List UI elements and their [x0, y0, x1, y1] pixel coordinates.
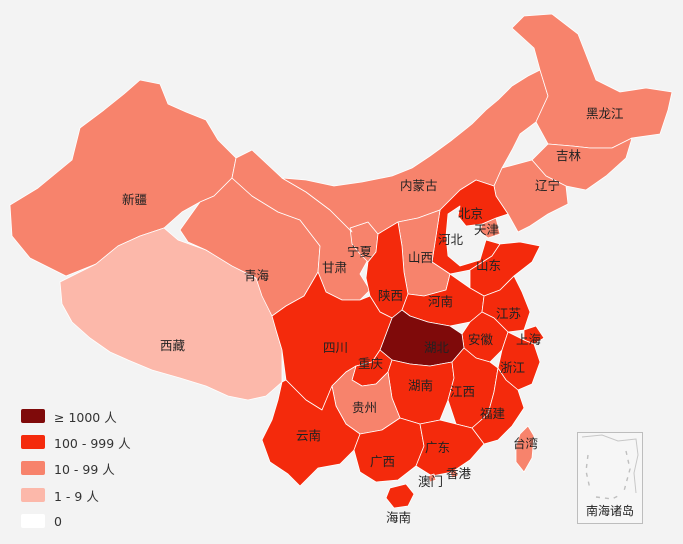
province-label-ningxia: 宁夏: [347, 244, 373, 259]
legend-swatch: [21, 409, 45, 423]
province-label-anhui: 安徽: [468, 332, 494, 347]
province-label-yunnan: 云南: [296, 428, 321, 443]
province-label-xizang: 西藏: [160, 338, 186, 353]
province-label-jiangxi: 江西: [450, 384, 475, 399]
province-guangdong[interactable]: [415, 419, 485, 477]
province-shanghai[interactable]: [523, 325, 545, 345]
province-label-gansu: 甘肃: [322, 260, 347, 275]
legend-label: 1 - 9 人: [54, 488, 99, 504]
legend-item[interactable]: 1 - 9 人: [21, 487, 99, 504]
province-label-hebei: 河北: [438, 232, 464, 247]
province-label-xianggang: 香港: [446, 466, 472, 481]
province-neimenggu[interactable]: [281, 69, 549, 235]
nine-dash-line: [585, 450, 631, 500]
province-label-beijing: 北京: [458, 206, 483, 221]
province-label-hubei: 湖北: [424, 340, 450, 355]
legend-swatch: [21, 435, 45, 449]
legend-label: 10 - 99 人: [54, 461, 115, 477]
province-label-chongqing: 重庆: [358, 356, 384, 371]
province-label-hainan: 海南: [386, 510, 411, 525]
legend-swatch: [21, 514, 45, 528]
province-label-taiwan: 台湾: [513, 436, 538, 451]
legend-item[interactable]: ≥ 1000 人: [21, 408, 117, 425]
legend-swatch: [21, 488, 45, 502]
legend-item[interactable]: 0: [21, 513, 62, 529]
province-label-fujian: 福建: [480, 406, 506, 421]
legend-label: ≥ 1000 人: [54, 409, 117, 425]
legend-swatch: [21, 461, 45, 475]
province-label-liaoning: 辽宁: [535, 178, 560, 193]
province-label-jilin: 吉林: [556, 148, 582, 163]
province-label-shaanxi: 陕西: [378, 288, 403, 303]
province-hebei[interactable]: [431, 179, 509, 275]
legend-label: 0: [54, 513, 62, 529]
south-china-sea-inset: 南海诸岛: [577, 432, 643, 524]
province-label-zhejiang: 浙江: [500, 360, 525, 375]
legend-item[interactable]: 100 - 999 人: [21, 434, 131, 451]
province-xianggang[interactable]: [449, 469, 459, 479]
province-label-hunan: 湖南: [408, 378, 433, 393]
legend-item[interactable]: 10 - 99 人: [21, 460, 115, 477]
province-label-guangdong: 广东: [425, 440, 450, 455]
province-label-sichuan: 四川: [323, 340, 348, 355]
province-label-neimenggu: 内蒙古: [400, 178, 438, 193]
province-label-heilongjiang: 黑龙江: [586, 106, 624, 121]
province-label-xinjiang: 新疆: [122, 192, 147, 207]
inset-islands-drawing: [581, 434, 639, 500]
province-label-guizhou: 贵州: [352, 400, 377, 415]
province-label-qinghai: 青海: [244, 268, 270, 283]
province-label-shanghai: 上海: [516, 332, 542, 347]
province-shapes: [9, 13, 673, 509]
province-label-aomen: 澳门: [418, 474, 443, 489]
province-label-henan: 河南: [428, 294, 453, 309]
province-label-guangxi: 广西: [370, 454, 395, 469]
province-label-shanxi: 山西: [408, 250, 433, 265]
province-label-jiangsu: 江苏: [496, 306, 521, 321]
inset-coastline: [581, 434, 639, 494]
province-taiwan[interactable]: [515, 425, 535, 473]
legend-label: 100 - 999 人: [54, 435, 131, 451]
province-label-tianjin: 天津: [474, 222, 499, 237]
province-label-shandong: 山东: [476, 258, 501, 273]
province-aomen[interactable]: [427, 473, 437, 483]
province-hainan[interactable]: [385, 483, 415, 509]
inset-label: 南海诸岛: [585, 504, 634, 518]
